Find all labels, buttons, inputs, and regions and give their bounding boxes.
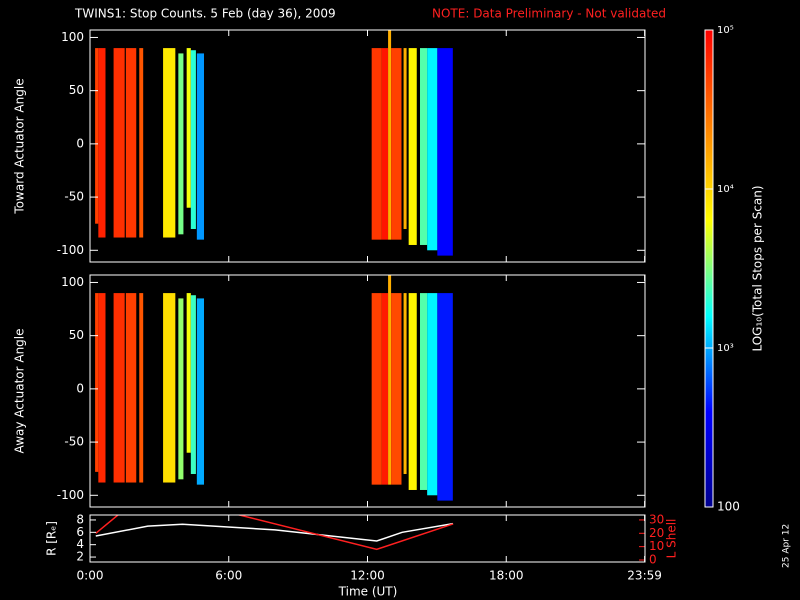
heat-cell [391, 48, 402, 240]
colorbar-tick-label: 100 [717, 500, 740, 514]
y-tick-label: -100 [57, 488, 84, 502]
heat-cell [190, 50, 196, 230]
heat-cell [371, 48, 382, 240]
colorbar-tick-label: 10⁵ [717, 25, 734, 36]
heat-cell [419, 293, 428, 490]
y2-tick-label: 10 [649, 539, 664, 553]
heat-cell [371, 293, 382, 485]
heat-cell [419, 48, 428, 245]
heat-cell [437, 48, 453, 256]
heat-cell [178, 298, 184, 480]
y-axis-label: R [Rₑ] [45, 521, 59, 556]
y-tick-label: 6 [76, 525, 84, 539]
heat-cell [113, 293, 125, 483]
y-tick-label: 100 [61, 30, 84, 44]
plot-area [95, 275, 453, 501]
heat-cell [163, 48, 176, 238]
heat-cell [125, 48, 137, 238]
y-tick-label: 50 [69, 328, 84, 342]
plot-area [95, 515, 454, 551]
heat-cell [403, 293, 407, 475]
x-tick-label: 18:00 [489, 569, 524, 583]
heat-cell [190, 295, 196, 475]
heat-cell [437, 293, 453, 501]
y2-tick-label: 20 [649, 526, 664, 540]
y-axis-label: Away Actuator Angle [13, 328, 27, 453]
y-tick-label: -100 [57, 243, 84, 257]
heat-cell [163, 293, 176, 483]
axes-frame [89, 29, 646, 263]
y-tick-label: 100 [61, 275, 84, 289]
y-tick-label: 2 [76, 550, 84, 564]
colorbar-tick-label: 10³ [717, 343, 734, 354]
colorbar [704, 29, 714, 508]
plot-area [95, 30, 453, 256]
heat-cell [95, 293, 99, 472]
note: NOTE: Data Preliminary - Not validated [432, 7, 666, 21]
heat-cell [403, 48, 407, 230]
x-tick-label: 23:59 [627, 569, 662, 583]
y-tick-label: -50 [64, 435, 84, 449]
heat-cell [139, 48, 144, 238]
heat-cell [427, 48, 438, 251]
y2-tick-label: 0 [649, 552, 657, 566]
y-tick-label: 4 [76, 537, 84, 551]
heat-cell [408, 48, 417, 245]
y-tick-label: 0 [76, 381, 84, 395]
heat-cell [186, 293, 191, 453]
x-axis-label: Time (UT) [338, 585, 398, 599]
y2-axis-label: L Shell [665, 519, 679, 559]
y-tick-label: 8 [76, 512, 84, 526]
heat-cell [388, 275, 392, 485]
heat-cell [381, 48, 389, 240]
heat-cell [98, 48, 106, 238]
x-tick-label: 12:00 [350, 569, 385, 583]
heat-cell [98, 293, 106, 483]
axes-frame [89, 514, 646, 563]
heat-cell [381, 293, 389, 485]
x-tick-label: 6:00 [215, 569, 242, 583]
colorbar-label: LOG₁₀(Total Stops per Scan) [751, 185, 765, 351]
heat-cell [427, 293, 438, 496]
line-series [95, 522, 454, 542]
heat-cell [139, 293, 144, 483]
footer: 25 Apr 12 [782, 524, 792, 568]
chart-title: TWINS1: Stop Counts. 5 Feb (day 36), 200… [74, 7, 336, 21]
colorbar-tick-label: 10⁴ [717, 184, 734, 195]
heat-cell [113, 48, 125, 238]
y2-tick-label: 30 [649, 512, 664, 526]
y-axis-label: Toward Actuator Angle [13, 78, 27, 214]
heat-cell [391, 293, 402, 485]
heat-cell [178, 53, 184, 235]
x-tick-label: 0:00 [77, 569, 104, 583]
heat-cell [408, 293, 417, 490]
heat-cell [196, 298, 205, 485]
y-tick-label: 0 [76, 136, 84, 150]
y-tick-label: -50 [64, 190, 84, 204]
line-series [95, 515, 454, 551]
y-tick-label: 50 [69, 83, 84, 97]
heat-cell [125, 293, 137, 483]
heat-cell [388, 30, 392, 240]
heat-cell [186, 48, 191, 208]
axes-frame [89, 274, 646, 508]
heat-cell [95, 48, 99, 224]
heat-cell [196, 53, 205, 240]
